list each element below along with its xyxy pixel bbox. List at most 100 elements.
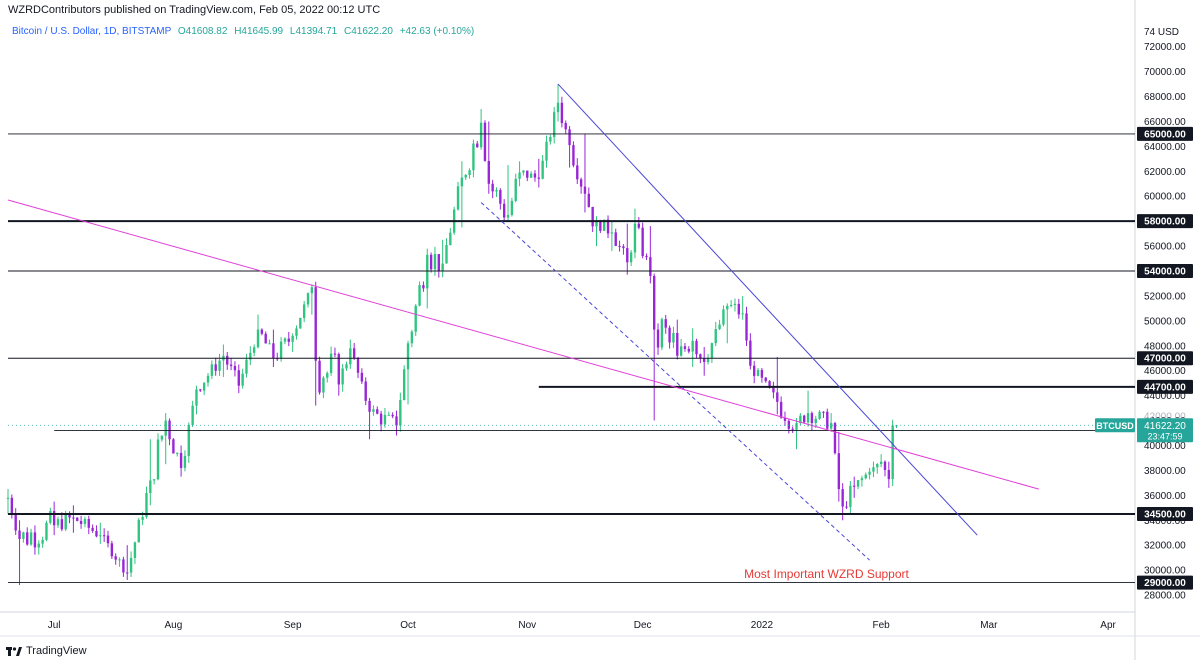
y-tick-label: 30000.00 [1144, 566, 1186, 577]
candle-body [364, 381, 367, 401]
candle-body [202, 382, 206, 391]
symbol-name[interactable]: Bitcoin / U.S. Dollar, 1D, BITSTAMP [12, 26, 172, 37]
candle-body [572, 145, 575, 166]
candle-body [429, 254, 433, 270]
current-price-tag [1137, 418, 1193, 443]
candle-body [95, 530, 98, 537]
x-tick-label: Dec [634, 620, 652, 631]
y-tick-label: 64000.00 [1144, 142, 1186, 153]
y-tick-label: 56000.00 [1144, 242, 1186, 253]
candle-body [49, 511, 52, 523]
candle-body [210, 364, 214, 376]
candle-body [176, 452, 179, 454]
candle-countdown: 23:47:59 [1147, 431, 1182, 441]
candle-body [252, 347, 256, 353]
candle-body [864, 474, 867, 479]
candle-body [18, 530, 21, 539]
candle-body [829, 423, 833, 429]
y-tick-label: 46000.00 [1144, 366, 1186, 377]
candle-body [741, 313, 744, 315]
candle-body [183, 455, 187, 468]
ohlc-open: O41608.82 [177, 26, 228, 37]
candle-body [502, 203, 506, 218]
candle-body [379, 413, 383, 425]
candle-body [845, 506, 848, 508]
candle-body [629, 252, 633, 263]
candle-body [706, 358, 710, 362]
candle-body [341, 368, 344, 385]
candle-body [156, 439, 160, 480]
candle-body [118, 559, 121, 561]
candle-body [653, 275, 656, 330]
candle-body [264, 333, 267, 344]
candle-body [853, 485, 856, 487]
candle-body [449, 232, 452, 246]
candle-body [126, 572, 129, 574]
candle-body [129, 557, 133, 573]
candle-body [526, 170, 529, 178]
support-annotation: Most Important WZRD Support [744, 567, 909, 581]
candle-body [391, 414, 394, 417]
candle-body [760, 370, 764, 378]
candle-body [214, 364, 217, 371]
candle-body [206, 375, 210, 383]
candle-body [410, 331, 414, 344]
candle-body [233, 366, 237, 371]
candle-body [37, 543, 40, 548]
candle-body [787, 420, 791, 429]
candle-body [68, 514, 71, 518]
candle-body [583, 186, 587, 194]
candle-body [256, 329, 260, 348]
candle-body [279, 341, 283, 359]
candle-body [433, 254, 437, 270]
x-tick-label: Oct [400, 620, 416, 631]
candle-body [552, 112, 556, 138]
candle-body [518, 172, 521, 179]
candle-body [610, 232, 614, 234]
candle-body [72, 517, 75, 519]
y-tick-label: 48000.00 [1144, 341, 1186, 352]
candle-body [791, 428, 794, 430]
candle-body [714, 329, 717, 344]
candle-body [660, 319, 664, 348]
candle-body [168, 420, 171, 440]
y-tick-label: 32000.00 [1144, 541, 1186, 552]
candle-body [268, 343, 271, 345]
candle-body [556, 102, 560, 113]
candle-body [795, 423, 798, 430]
candle-body [699, 354, 702, 359]
candle-body [441, 263, 444, 272]
level-tag-label: 44700.00 [1144, 382, 1186, 393]
candle-body [687, 348, 691, 352]
candle-body [402, 369, 406, 401]
candle-body [26, 532, 29, 545]
candle-body [545, 141, 548, 161]
candle-body [87, 519, 90, 528]
candle-body [633, 223, 637, 253]
candle-body [64, 514, 67, 530]
level-tag [1137, 575, 1193, 590]
candle-body [45, 522, 48, 540]
y-tick-label: 62000.00 [1144, 167, 1186, 178]
candle-body [41, 539, 44, 544]
candle-body [6, 497, 10, 499]
candle-body [395, 416, 398, 426]
candle-body [664, 319, 667, 328]
candle-body [499, 190, 502, 204]
candle-body [356, 357, 360, 373]
candle-body [799, 415, 802, 424]
y-tick-label: 40000.00 [1144, 441, 1186, 452]
candle-body [295, 328, 298, 336]
candle-body [756, 370, 760, 376]
y-tick-label: 68000.00 [1144, 92, 1186, 103]
footer-brand[interactable]: TradingView [6, 645, 87, 657]
candle-body [726, 305, 729, 310]
candle-body [618, 245, 621, 247]
candle-body [564, 123, 567, 130]
candle-body [152, 479, 156, 481]
candle-body [418, 285, 421, 306]
candle-body [52, 511, 56, 526]
candle-body [856, 480, 860, 487]
candle-body [768, 381, 771, 388]
